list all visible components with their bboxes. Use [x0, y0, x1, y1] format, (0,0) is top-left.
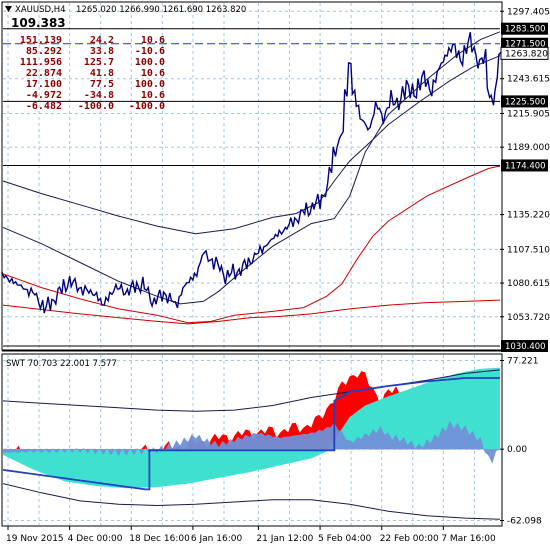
indicator-y-tick-label: -62.098	[507, 517, 542, 527]
main-y-axis: 1297.405 1243.615 1215.905 1189.000 1135.220…	[500, 7, 550, 323]
price-tag-label: 1030.400	[505, 342, 546, 352]
x-tick-label: 7 Mar 16:00	[441, 534, 496, 544]
triangle-down-icon[interactable]	[5, 6, 12, 12]
price-tag: 1271.500	[501, 37, 548, 50]
stat-r1-c2: 24.2	[90, 35, 114, 46]
x-tick-label: 5 Feb 04:00	[318, 534, 372, 544]
stat-r3-c1: 111.956	[20, 57, 62, 68]
y-tick-label: 1243.615	[507, 75, 550, 85]
stat-r6-c1: -4.972	[26, 90, 62, 101]
price-tag-box	[501, 95, 548, 108]
price-tag-box	[500, 46, 549, 60]
x-tick-label: 18 Dec 16:00	[129, 534, 190, 544]
stat-r3-c3: 100.0	[135, 57, 165, 68]
main-plot-frame	[1, 1, 503, 351]
x-tick-label: 19 Nov 2015	[6, 534, 64, 544]
swt-cyan-area	[3, 367, 500, 489]
chart-header: XAUUSD,H4 1265.020 1266.990 1261.690 126…	[5, 5, 246, 30]
ohlc-values: 1265.020 1266.990 1261.690 1263.820	[76, 5, 246, 15]
x-axis: 19 Nov 2015 4 Dec 00:00 18 Dec 16:00 6 Jan …	[2, 350, 502, 544]
stat-r1-c3: 10.6	[141, 35, 165, 46]
price-tag-box	[501, 37, 548, 50]
swt-band-lower	[2, 483, 501, 520]
price-tag: 1030.400	[501, 339, 548, 352]
stats-table: 151.139 24.2 10.6 85.292 33.8 -10.6 111.…	[20, 35, 165, 112]
ma-red-line	[2, 165, 501, 324]
main-series-group	[1, 31, 502, 325]
x-tick-label: 4 Dec 00:00	[68, 534, 123, 544]
main-grid	[3, 3, 500, 349]
price-tag: 1174.400	[501, 159, 548, 172]
y-tick-label: 1080.615	[507, 279, 550, 289]
stat-r4-c3: 10.6	[141, 68, 165, 79]
indicator-y-axis: 77.221 0.00 -62.098	[500, 356, 542, 527]
x-tick-label: 22 Feb 00:00	[380, 534, 439, 544]
stat-r5-c1: 17.100	[26, 79, 62, 90]
stat-r5-c2: 77.5	[90, 79, 114, 90]
stat-r6-c2: -34.8	[84, 90, 114, 101]
price-level-lines	[3, 28, 500, 347]
price-tag-label: 1174.400	[505, 161, 546, 171]
stat-r4-c2: 41.8	[90, 68, 114, 79]
swt-blue-area	[3, 420, 500, 464]
symbol-label: XAUUSD,H4	[15, 5, 66, 15]
indicator-y-tick-label: 77.221	[507, 356, 539, 366]
price-tag-box	[501, 159, 548, 172]
indicator-plot-frame	[1, 353, 503, 527]
price-tag-box	[501, 22, 548, 35]
price-tag: 1225.500	[501, 95, 548, 108]
ma-upper-line	[2, 31, 501, 305]
ma-lower-line	[2, 299, 501, 325]
indicator-y-tick-label: 0.00	[507, 445, 527, 455]
stat-r1-c1: 151.139	[20, 35, 62, 46]
stat-r2-c2: 33.8	[90, 46, 114, 57]
price-tag: 1263.820	[500, 46, 549, 60]
y-tick-label: 1189.000	[507, 143, 550, 153]
stat-r7-c3: -100.0	[129, 101, 165, 112]
swt-signal-line	[2, 377, 500, 491]
price-tag-label: 1271.500	[505, 40, 546, 50]
swt-band-upper	[2, 369, 501, 412]
indicator-series-group	[2, 367, 501, 520]
price-tag-box	[501, 339, 548, 352]
stat-r2-c1: 85.292	[26, 46, 62, 57]
price-tag-label: 1225.500	[505, 97, 546, 107]
stat-r4-c1: 22.874	[26, 68, 62, 79]
y-tick-label: 1053.720	[507, 313, 550, 323]
price-display: 109.383	[11, 16, 66, 30]
x-tick-label: 21 Jan 12:00	[256, 534, 313, 544]
y-tick-label: 1215.905	[507, 109, 550, 119]
price-line	[1, 32, 502, 314]
stat-r2-c3: -10.6	[135, 46, 165, 57]
stat-r7-c1: -6.482	[26, 101, 62, 112]
stat-r6-c3: 10.6	[141, 90, 165, 101]
indicator-label: SWT 70.703 22.001 7.577	[6, 359, 117, 369]
stat-r3-c2: 125.7	[84, 57, 114, 68]
y-tick-label: 1107.510	[507, 245, 550, 255]
y-tick-label: 1135.220	[507, 211, 550, 221]
x-tick-label: 6 Jan 16:00	[191, 534, 243, 544]
y-tick-label: 1297.405	[507, 7, 550, 17]
price-tag: 1283.500	[501, 22, 548, 35]
stat-r7-c2: -100.0	[78, 101, 114, 112]
stat-r5-c3: 100.0	[135, 79, 165, 90]
price-tag-label: 1283.500	[505, 25, 546, 35]
price-tag-label: 1263.820	[505, 49, 548, 59]
